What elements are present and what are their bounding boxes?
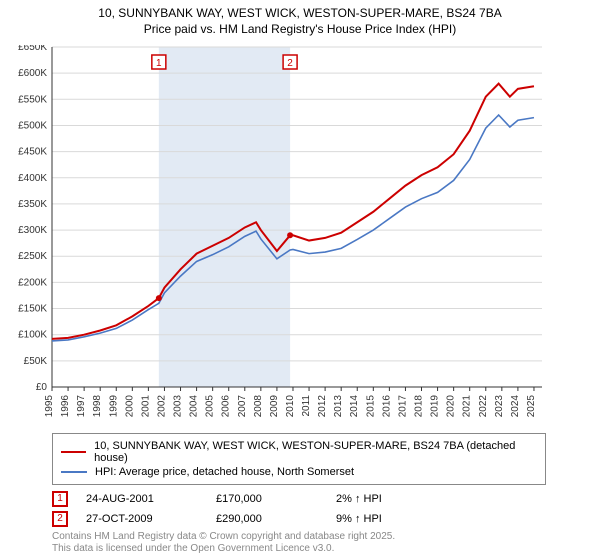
legend-label-1: 10, SUNNYBANK WAY, WEST WICK, WESTON-SUP… — [94, 440, 537, 464]
sale-pct-2: 9% ↑ HPI — [336, 513, 382, 525]
legend-label-2: HPI: Average price, detached house, Nort… — [95, 466, 354, 478]
svg-text:2008: 2008 — [253, 395, 264, 418]
svg-text:1997: 1997 — [76, 395, 87, 418]
svg-text:2: 2 — [287, 58, 293, 69]
svg-text:2025: 2025 — [526, 395, 537, 418]
legend-row-2: HPI: Average price, detached house, Nort… — [61, 466, 537, 478]
svg-text:2015: 2015 — [365, 395, 376, 418]
svg-text:£650K: £650K — [18, 45, 47, 53]
svg-text:2020: 2020 — [446, 395, 457, 418]
svg-text:£450K: £450K — [18, 147, 47, 158]
svg-text:2005: 2005 — [205, 395, 216, 418]
svg-text:£250K: £250K — [18, 251, 47, 262]
svg-text:£350K: £350K — [18, 199, 47, 210]
svg-text:2021: 2021 — [462, 395, 473, 418]
title-line-1: 10, SUNNYBANK WAY, WEST WICK, WESTON-SUP… — [0, 6, 600, 22]
chart-svg: £0 £50K £100K £150K £200K £250K £300K £350K £400… — [0, 45, 560, 425]
sale-date-1: 24-AUG-2001 — [86, 493, 216, 505]
svg-text:2014: 2014 — [349, 395, 360, 418]
svg-text:1996: 1996 — [60, 395, 71, 418]
chart-title-block: 10, SUNNYBANK WAY, WEST WICK, WESTON-SUP… — [0, 0, 600, 37]
svg-text:2013: 2013 — [333, 395, 344, 418]
sale-price-2: £290,000 — [216, 513, 336, 525]
legend-row-1: 10, SUNNYBANK WAY, WEST WICK, WESTON-SUP… — [61, 440, 537, 464]
legend-box: 10, SUNNYBANK WAY, WEST WICK, WESTON-SUP… — [52, 433, 546, 485]
sale-pct-1: 2% ↑ HPI — [336, 493, 382, 505]
sale-date-2: 27-OCT-2009 — [86, 513, 216, 525]
svg-text:£150K: £150K — [18, 304, 47, 315]
legend-swatch-1 — [61, 451, 86, 453]
svg-text:2002: 2002 — [156, 395, 167, 418]
svg-text:£550K: £550K — [18, 94, 47, 105]
sale-row-1: 1 24-AUG-2001 £170,000 2% ↑ HPI — [52, 491, 542, 507]
svg-text:2004: 2004 — [189, 395, 200, 418]
svg-text:1: 1 — [156, 58, 162, 69]
svg-text:£100K: £100K — [18, 330, 47, 341]
svg-text:2007: 2007 — [237, 395, 248, 418]
legend-swatch-2 — [61, 471, 87, 473]
svg-text:2022: 2022 — [478, 395, 489, 418]
svg-text:£300K: £300K — [18, 225, 47, 236]
svg-text:2017: 2017 — [397, 395, 408, 418]
svg-text:£600K: £600K — [18, 68, 47, 79]
svg-text:1998: 1998 — [92, 395, 103, 418]
svg-text:2016: 2016 — [381, 395, 392, 418]
sale-price-1: £170,000 — [216, 493, 336, 505]
svg-text:£0: £0 — [36, 382, 48, 393]
svg-text:£400K: £400K — [18, 173, 47, 184]
svg-text:£500K: £500K — [18, 121, 47, 132]
sales-table: 1 24-AUG-2001 £170,000 2% ↑ HPI 2 27-OCT… — [52, 491, 542, 527]
svg-text:2024: 2024 — [510, 395, 521, 418]
footer-text: Contains HM Land Registry data © Crown c… — [52, 531, 600, 555]
svg-text:2009: 2009 — [269, 395, 280, 418]
svg-text:2019: 2019 — [430, 395, 441, 418]
sale-marker-2: 2 — [52, 511, 68, 527]
svg-text:£200K: £200K — [18, 278, 47, 289]
svg-text:2011: 2011 — [301, 395, 312, 417]
svg-text:1999: 1999 — [108, 395, 119, 418]
svg-text:2001: 2001 — [140, 395, 151, 418]
svg-text:2006: 2006 — [221, 395, 232, 418]
chart-area: £0 £50K £100K £150K £200K £250K £300K £350K £400… — [0, 45, 560, 425]
svg-text:2023: 2023 — [494, 395, 505, 418]
svg-text:2000: 2000 — [124, 395, 135, 418]
title-line-2: Price paid vs. HM Land Registry's House … — [0, 22, 600, 38]
svg-text:2018: 2018 — [414, 395, 425, 418]
sale-marker-1: 1 — [52, 491, 68, 507]
sale-row-2: 2 27-OCT-2009 £290,000 9% ↑ HPI — [52, 511, 542, 527]
svg-text:1995: 1995 — [44, 395, 55, 418]
footer-line-1: Contains HM Land Registry data © Crown c… — [52, 531, 600, 543]
footer-line-2: This data is licensed under the Open Gov… — [52, 543, 600, 555]
svg-text:2003: 2003 — [173, 395, 184, 418]
svg-text:2012: 2012 — [317, 395, 328, 418]
svg-text:2010: 2010 — [285, 395, 296, 418]
svg-text:£50K: £50K — [24, 356, 48, 367]
